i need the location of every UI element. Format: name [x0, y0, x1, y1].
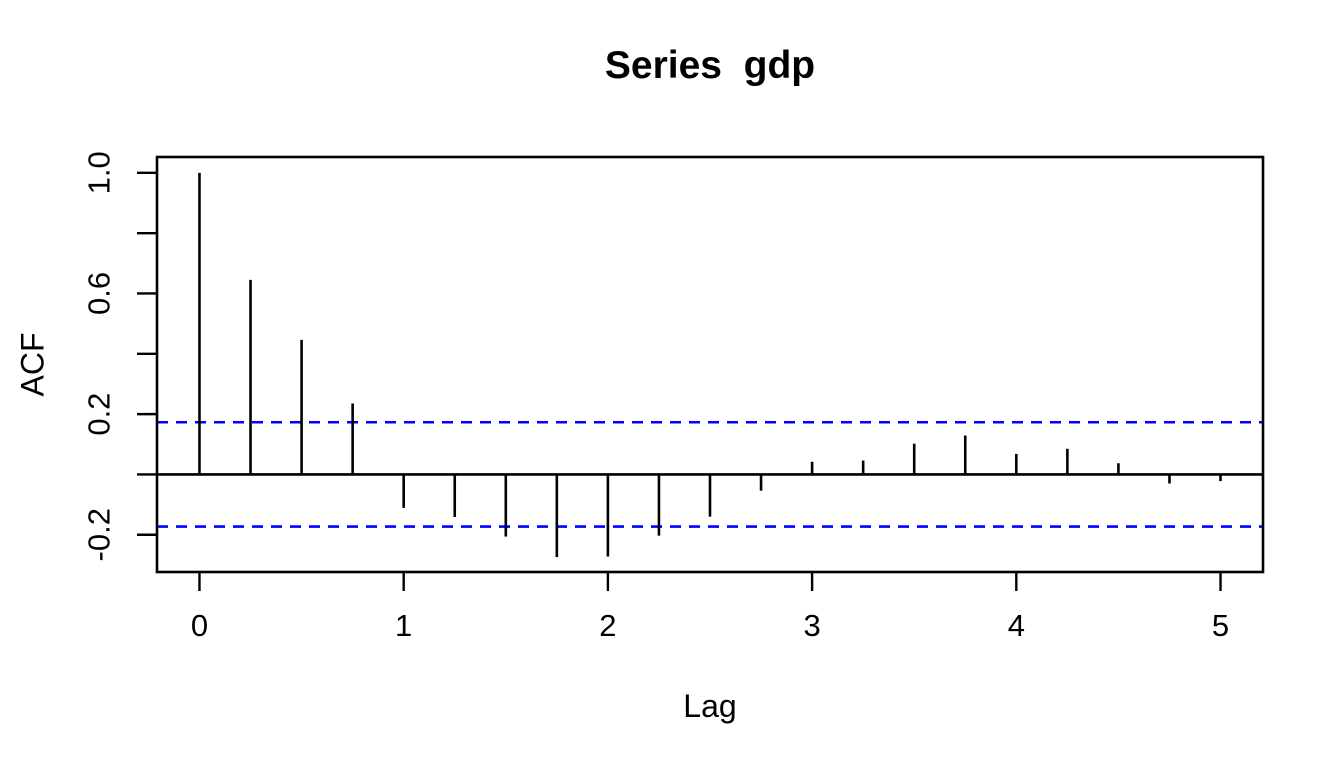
x-tick-label: 4: [1008, 608, 1025, 643]
plot-box: [155, 155, 1265, 574]
x-axis-label: Lag: [683, 688, 737, 724]
y-tick-label: -0.2: [82, 508, 117, 561]
x-tick-label: 3: [803, 608, 820, 643]
y-tick-label: 0.2: [82, 393, 117, 436]
chart-title: Series gdp: [604, 44, 816, 87]
y-tick-label: 0.6: [82, 272, 117, 315]
y-tick-label: 1.0: [82, 151, 117, 194]
x-tick-label: 5: [1212, 608, 1229, 643]
x-tick-label: 2: [599, 608, 616, 643]
x-tick-label: 1: [395, 608, 412, 643]
x-tick-label: 0: [191, 608, 208, 643]
